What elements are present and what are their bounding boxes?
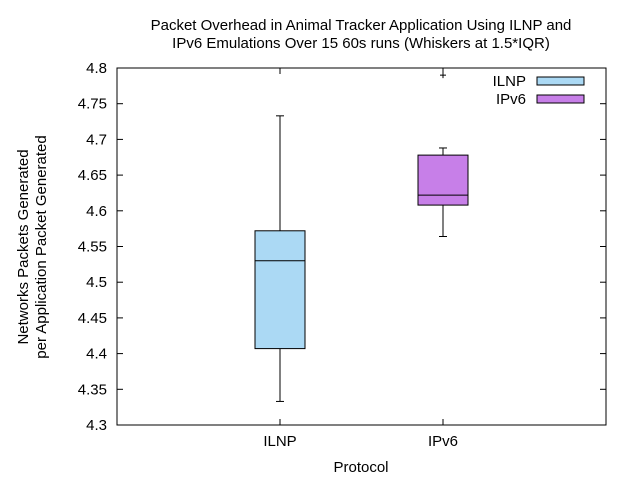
legend-swatch-ilnp: [536, 76, 585, 86]
y-tick-label: 4.3: [86, 417, 107, 434]
y-tick-label: 4.7: [86, 131, 107, 148]
y-tick-label: 4.4: [86, 346, 107, 363]
legend-label-ilnp: ILNP: [493, 73, 526, 90]
iqr-box: [254, 230, 306, 350]
y-tick-label: 4.5: [86, 274, 107, 291]
legend-label-ipv6: IPv6: [496, 91, 526, 108]
legend-swatch-ipv6: [536, 94, 585, 104]
box-ilnp: [254, 115, 306, 402]
boxes-layer: [254, 72, 469, 402]
x-tick-label: ILNP: [263, 433, 296, 450]
chart-title-line-2: IPv6 Emulations Over 15 60s runs (Whiske…: [172, 35, 550, 52]
x-axis-ticks: ILNP IPv6: [263, 68, 458, 450]
y-axis-label-line-2: per Application Packet Generated: [33, 135, 50, 358]
y-axis-label-line-1: Networks Packets Generated: [15, 149, 32, 344]
y-tick-label: 4.8: [86, 60, 107, 77]
y-tick-label: 4.65: [78, 167, 107, 184]
y-axis-ticks: 4.3 4.35 4.4 4.45 4.5 4.55 4.6 4.65 4.7 4.75 4.8: [78, 60, 606, 434]
plot-frame: [116, 67, 607, 426]
x-tick-label: IPv6: [428, 433, 458, 450]
chart-title-line-1: Packet Overhead in Animal Tracker Applic…: [151, 17, 572, 34]
y-tick-label: 4.45: [78, 310, 107, 327]
y-tick-label: 4.55: [78, 239, 107, 256]
y-tick-label: 4.75: [78, 96, 107, 113]
x-axis-label: Protocol: [333, 459, 388, 476]
y-tick-label: 4.35: [78, 381, 107, 398]
y-tick-label: 4.6: [86, 203, 107, 220]
iqr-box: [417, 154, 469, 206]
box-ipv6: [417, 72, 469, 238]
